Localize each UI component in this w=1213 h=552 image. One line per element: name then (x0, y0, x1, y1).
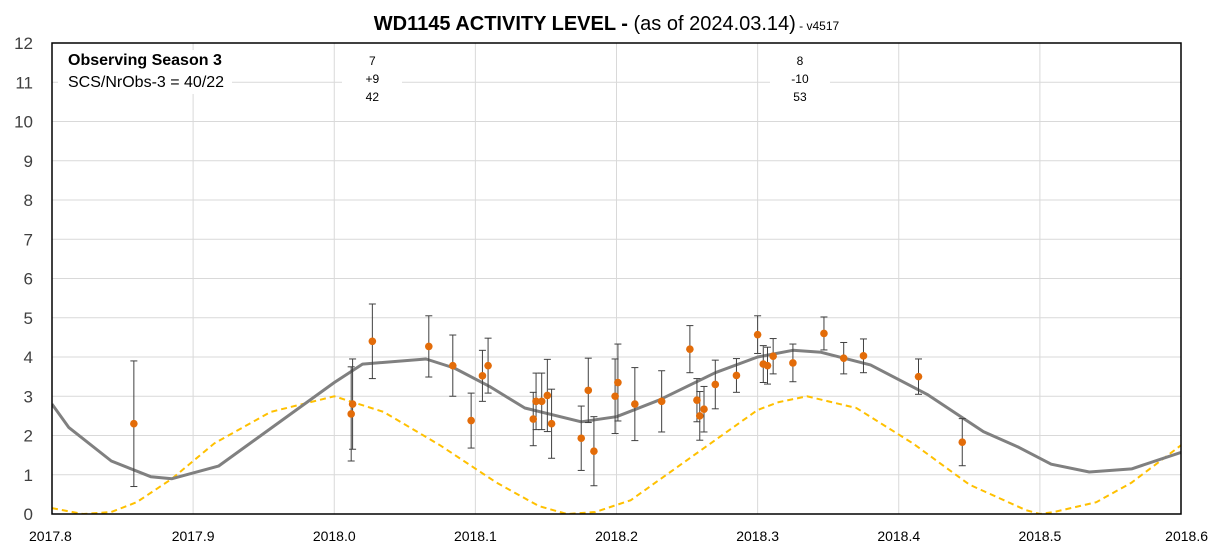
chart-title: WD1145 ACTIVITY LEVEL - (as of 2024.03.1… (0, 13, 1213, 36)
y-tick-label: 6 (24, 270, 33, 289)
x-tick-label: 2018.0 (313, 528, 356, 544)
y-tick-label: 2 (24, 427, 33, 446)
data-point (769, 352, 777, 361)
data-point (529, 415, 538, 423)
data-point (537, 397, 546, 406)
season-legend: Observing Season 3 SCS/NrObs-3 = 40/22 (58, 50, 233, 94)
data-point (700, 405, 708, 414)
x-axis-ticks: 2017.8 2017.9 2018.0 2018.1 2018.2 2018.3 2018… (29, 528, 1208, 544)
x-tick-label: 2018.1 (454, 528, 497, 544)
data-point (859, 352, 868, 360)
annotation-line: 42 (365, 90, 380, 104)
y-tick-label: 9 (24, 152, 33, 171)
annotation-line: -10 (791, 72, 809, 86)
x-tick-label: 2017.9 (172, 528, 215, 544)
x-tick-label: 2018.3 (736, 528, 779, 544)
data-point (732, 371, 741, 380)
data-point (425, 342, 433, 351)
trend-series-line (52, 348, 1181, 481)
y-tick-label: 11 (15, 73, 33, 92)
data-point (711, 380, 720, 389)
x-tick-label: 2018.4 (877, 528, 920, 544)
data-point (347, 410, 355, 418)
data-point (753, 330, 762, 339)
data-point (348, 400, 357, 408)
data-point (631, 400, 639, 408)
x-tick-label: 2018.6 (1165, 528, 1208, 544)
data-point (130, 419, 138, 428)
y-tick-label: 7 (24, 230, 33, 249)
annotation-line: +9 (365, 72, 380, 86)
y-tick-label: 3 (24, 387, 33, 406)
data-point (958, 438, 967, 446)
ratio-label: SCS/NrObs-3 = 40/22 (68, 74, 225, 91)
data-point (789, 359, 797, 367)
data-point (448, 361, 457, 370)
data-point (590, 447, 598, 456)
annotation-line: 7 (369, 54, 376, 68)
annotation-note: 8 -10 53 (769, 52, 830, 106)
y-tick-label: 1 (24, 466, 33, 485)
data-point (584, 386, 593, 395)
data-point (611, 392, 619, 401)
plot-frame (51, 42, 1182, 515)
data-point (532, 397, 540, 406)
x-tick-label: 2018.5 (1018, 528, 1061, 544)
season-label: Observing Season 3 (68, 52, 222, 69)
data-point (914, 372, 923, 381)
data-point (547, 419, 556, 428)
y-tick-label: 8 (24, 191, 33, 210)
y-tick-label: 5 (24, 309, 33, 328)
data-point (577, 434, 586, 443)
data-point (484, 361, 492, 370)
annotation-line: 53 (793, 90, 807, 104)
data-point (763, 361, 772, 370)
annotation-line: 8 (796, 54, 804, 68)
data-point (478, 372, 487, 380)
data-point (543, 391, 552, 400)
dashed-curve (52, 395, 1181, 514)
data-point (695, 412, 704, 420)
data-point (467, 416, 475, 425)
y-tick-label: 12 (14, 34, 33, 53)
data-point (820, 329, 828, 338)
chart-title-date: (as of 2024.03.14) (633, 13, 796, 35)
data-point (686, 345, 694, 353)
annotation-note: 7 +9 42 (342, 52, 403, 106)
dashed-series-line (52, 395, 1181, 514)
data-points (130, 329, 967, 456)
y-tick-label: 10 (14, 113, 33, 132)
data-point (368, 337, 377, 346)
trend-curve (52, 348, 1181, 481)
x-tick-label: 2018.2 (595, 528, 638, 544)
chart-title-version: - v4517 (795, 19, 840, 33)
y-tick-label: 0 (24, 505, 33, 524)
data-point (657, 397, 666, 406)
x-tick-label: 2017.8 (29, 528, 72, 544)
data-point (614, 378, 622, 387)
data-point (693, 396, 701, 404)
data-point (839, 354, 848, 362)
chart-title-main: WD1145 ACTIVITY LEVEL - (373, 13, 634, 35)
y-tick-label: 4 (24, 348, 33, 367)
